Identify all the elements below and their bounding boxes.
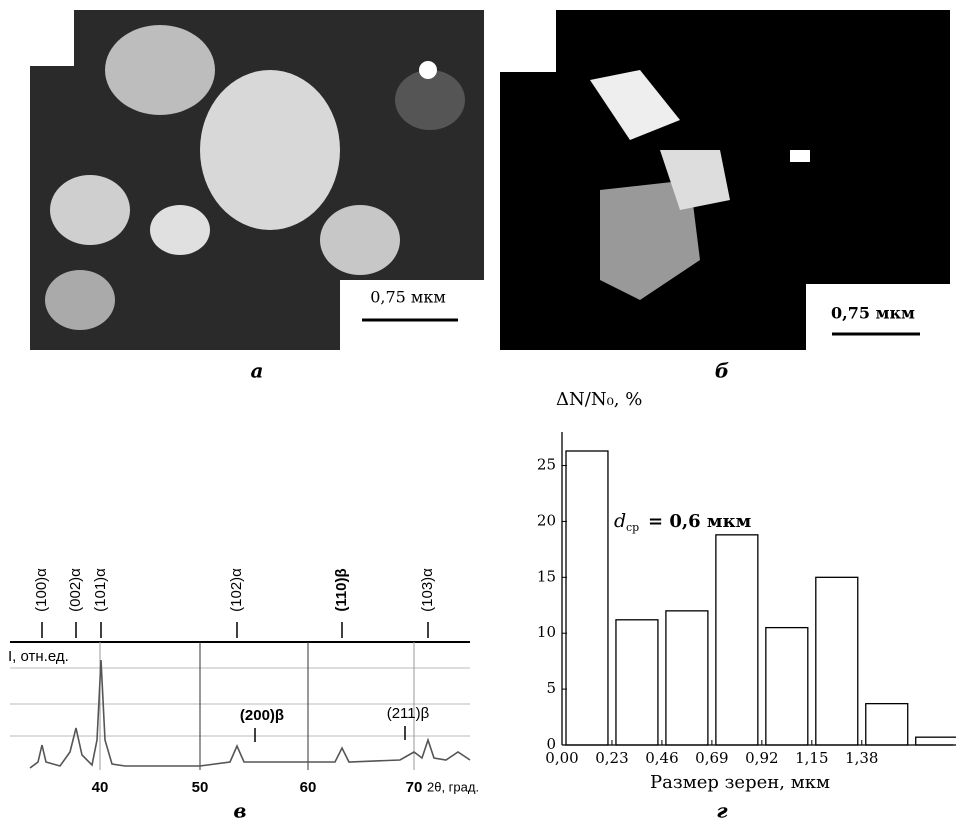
x-tick-label: 0,69 xyxy=(695,749,728,767)
peak-label: (002)α xyxy=(67,568,84,612)
x-axis-label: Размер зерен, мкм xyxy=(650,772,830,793)
xrd-pattern xyxy=(10,622,470,770)
figure: 0,75 мкм а 0,75 мкм б (100)α (002)α (101… xyxy=(0,0,956,824)
scale-bar-label: 0,75 мкм xyxy=(831,304,915,323)
y-axis-label: I, отн.ед. xyxy=(8,648,69,665)
bar xyxy=(716,535,758,745)
bar xyxy=(916,737,956,745)
y-tick-label: 15 xyxy=(537,567,556,585)
x-tick-label: 0,46 xyxy=(645,749,678,767)
y-tick-label: 25 xyxy=(537,456,556,474)
panel-label: а xyxy=(251,359,264,383)
panel-label: б xyxy=(715,359,729,383)
peak-label: (211)β xyxy=(387,705,430,722)
bar xyxy=(766,628,808,745)
bar xyxy=(816,577,858,745)
x-tick-label: 70 xyxy=(406,779,423,796)
x-tick-label: 0,23 xyxy=(595,749,628,767)
bar xyxy=(616,620,658,745)
bar xyxy=(866,704,908,745)
peak-label: (100)α xyxy=(33,568,50,612)
panel-label: в xyxy=(233,799,246,823)
micrograph-b xyxy=(500,10,950,350)
x-tick-label: 1,15 xyxy=(795,749,828,767)
annotation-subscript: ср xyxy=(626,521,639,534)
x-tick-label: 0,00 xyxy=(545,749,578,767)
y-tick-label: 20 xyxy=(537,511,556,529)
y-axis-label: ΔN/N₀, % xyxy=(556,389,642,410)
scale-bar-label: 0,75 мкм xyxy=(370,288,446,307)
x-tick-label: 1,38 xyxy=(845,749,878,767)
annotation-text: = 0,6 мкм xyxy=(648,511,752,532)
panel-label: г xyxy=(716,799,728,823)
peak-label: (103)α xyxy=(419,568,436,612)
peak-label: (102)α xyxy=(228,568,245,612)
x-axis-label: 2θ, град. xyxy=(427,779,479,794)
peak-label: (110)β xyxy=(333,568,350,611)
peak-label: (200)β xyxy=(240,707,284,724)
annotation-symbol: d xyxy=(614,510,626,532)
y-tick-label: 10 xyxy=(537,623,556,641)
x-tick-label: 40 xyxy=(92,779,109,796)
bar xyxy=(666,611,708,745)
x-tick-label: 60 xyxy=(300,779,317,796)
bar xyxy=(566,451,608,745)
peak-label: (101)α xyxy=(92,568,109,612)
x-tick-label: 50 xyxy=(192,779,209,796)
y-tick-label: 5 xyxy=(546,679,556,697)
x-tick-label: 0,92 xyxy=(745,749,778,767)
